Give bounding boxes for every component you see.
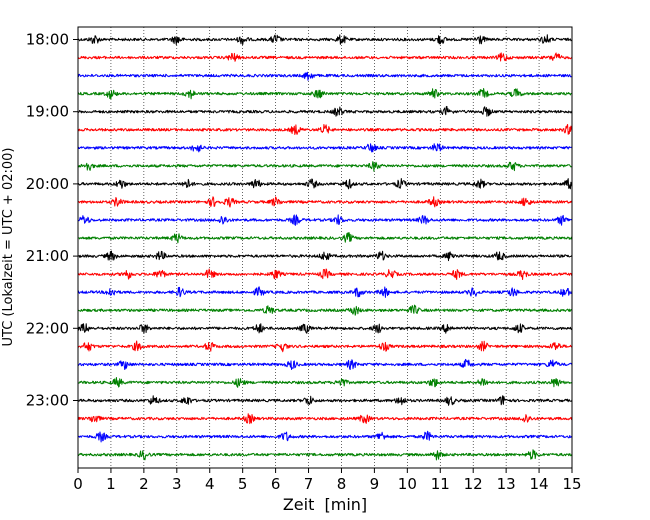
y-tick-label: 22:00 bbox=[26, 319, 69, 337]
seismic-trace bbox=[77, 286, 573, 298]
seismic-trace bbox=[77, 358, 573, 370]
x-tick-label: 13 bbox=[497, 475, 516, 493]
x-tick-label: 8 bbox=[337, 475, 347, 493]
seismic-trace bbox=[77, 178, 573, 190]
y-tick-label: 23:00 bbox=[26, 392, 69, 410]
seismic-trace bbox=[77, 430, 573, 443]
seismic-trace bbox=[77, 449, 573, 461]
seismic-trace bbox=[77, 413, 573, 425]
x-tick-label: 4 bbox=[205, 475, 215, 493]
x-tick-label: 7 bbox=[304, 475, 314, 493]
seismic-trace bbox=[77, 214, 573, 226]
x-tick-label: 1 bbox=[106, 475, 116, 493]
x-axis: 0 1 2 3 4 5 6 7 8 9 10 11 12 13 14 15 bbox=[73, 468, 582, 493]
seismic-trace bbox=[77, 88, 573, 100]
seismic-trace bbox=[77, 323, 573, 334]
seismic-trace bbox=[78, 124, 573, 135]
y-tick-label: 19:00 bbox=[26, 103, 69, 121]
seismic-trace bbox=[77, 250, 573, 262]
x-tick-label: 0 bbox=[73, 475, 83, 493]
plot-frame bbox=[77, 26, 573, 469]
seismic-trace bbox=[77, 71, 573, 81]
x-tick-label: 12 bbox=[464, 475, 483, 493]
y-tick-label: 20:00 bbox=[26, 175, 69, 193]
x-tick-label: 6 bbox=[271, 475, 281, 493]
x-tick-label: 10 bbox=[398, 475, 417, 493]
seismic-trace bbox=[77, 304, 573, 316]
x-tick-label: 9 bbox=[370, 475, 380, 493]
seismic-trace bbox=[77, 395, 573, 406]
seismic-trace bbox=[77, 105, 573, 117]
x-tick-label: 2 bbox=[139, 475, 149, 493]
seismic-trace bbox=[77, 34, 573, 46]
plot-background bbox=[78, 27, 572, 468]
y-axis-label: UTC (Lokalzeit = UTC + 02:00) bbox=[1, 148, 16, 347]
seismic-traces bbox=[77, 34, 573, 461]
x-tick-label: 11 bbox=[431, 475, 450, 493]
seismic-trace bbox=[77, 377, 573, 388]
y-axis: 18:00 19:00 20:00 21:00 22:00 23:00 bbox=[26, 31, 78, 410]
seismic-trace bbox=[77, 161, 573, 172]
y-tick-label: 18:00 bbox=[26, 31, 69, 49]
x-tick-label: 15 bbox=[562, 475, 581, 493]
y-tick-label: 21:00 bbox=[26, 247, 69, 265]
seismic-trace bbox=[77, 232, 573, 244]
x-tick-label: 14 bbox=[530, 475, 549, 493]
seismic-trace bbox=[77, 143, 573, 153]
x-tick-label: 3 bbox=[172, 475, 182, 493]
seismic-trace bbox=[77, 268, 573, 280]
seismic-trace bbox=[77, 196, 573, 208]
seismic-trace bbox=[77, 340, 573, 353]
seismic-trace bbox=[77, 52, 573, 62]
x-axis-label: Zeit [min] bbox=[283, 495, 367, 514]
x-tick-label: 5 bbox=[238, 475, 248, 493]
